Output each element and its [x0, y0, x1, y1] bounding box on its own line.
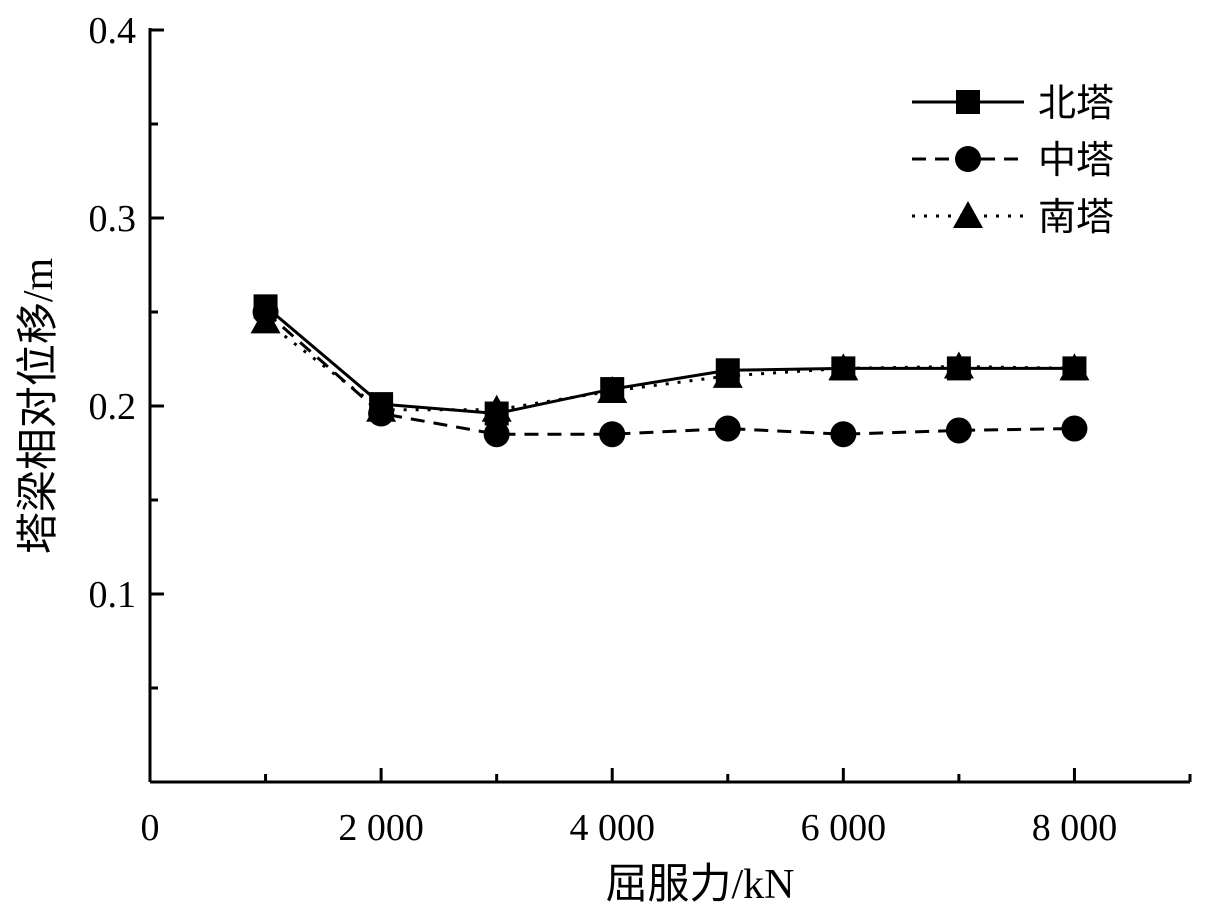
y-tick-label: 0.3 [89, 198, 137, 240]
data-point [250, 306, 281, 334]
series-triangle [250, 306, 1090, 422]
legend-entry: 南塔 [912, 197, 1114, 239]
data-point [597, 375, 628, 403]
data-point [712, 360, 743, 388]
legend-entry: 中塔 [912, 140, 1114, 182]
legend-marker [956, 90, 980, 114]
y-tick-label: 0.4 [89, 10, 137, 52]
data-point [828, 353, 859, 381]
series-line [264, 310, 1075, 436]
x-tick-label: 8 000 [1032, 807, 1118, 849]
data-point [943, 351, 974, 379]
legend-entry: 北塔 [912, 83, 1114, 125]
y-tick-label: 0.2 [89, 386, 137, 428]
data-point [366, 394, 397, 422]
x-tick-label: 0 [141, 807, 160, 849]
y-axis-title: 塔梁相对位移/m [15, 258, 62, 555]
x-axis-title: 屈服力/kN [605, 862, 794, 908]
series-line [264, 305, 1075, 416]
data-point [481, 394, 512, 422]
legend-label: 中塔 [1038, 140, 1114, 182]
legend-marker [953, 201, 983, 228]
data-point [1061, 415, 1088, 442]
legend-label: 南塔 [1038, 197, 1114, 239]
data-point [830, 421, 857, 448]
x-tick-label: 2 000 [338, 807, 424, 849]
legend-marker [955, 146, 981, 172]
data-point [714, 415, 741, 442]
x-tick-label: 4 000 [569, 807, 655, 849]
x-tick-label: 6 000 [801, 807, 887, 849]
data-point [945, 417, 972, 444]
axes: 0 2 000 4 000 6 000 8 000 0.1 0.2 0.3 0.4 [89, 10, 1192, 849]
series-layer [250, 294, 1090, 448]
data-point [483, 421, 510, 448]
y-tick-label: 0.1 [89, 574, 137, 616]
legend-label: 北塔 [1038, 83, 1114, 125]
data-point [599, 421, 626, 448]
data-point [1059, 353, 1090, 381]
